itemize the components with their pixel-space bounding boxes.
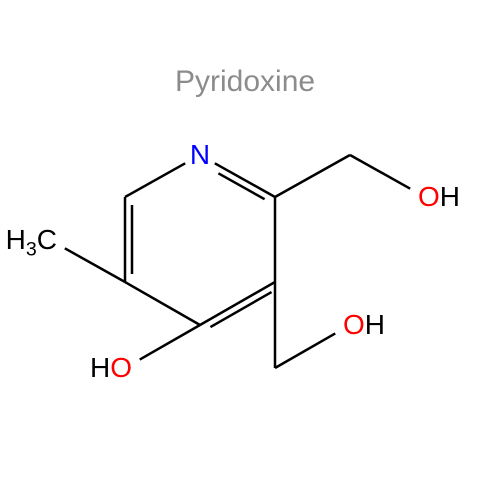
atom-O10: OH	[343, 309, 385, 341]
atom-N1: N	[190, 139, 210, 171]
atom-O8: OH	[418, 181, 460, 213]
bond-layer	[0, 0, 500, 500]
atom-C12: H3C	[6, 224, 57, 256]
molecule-diagram: Pyridoxine NOHOHHOH3C	[0, 0, 500, 500]
atom-O11: HO	[90, 352, 132, 384]
